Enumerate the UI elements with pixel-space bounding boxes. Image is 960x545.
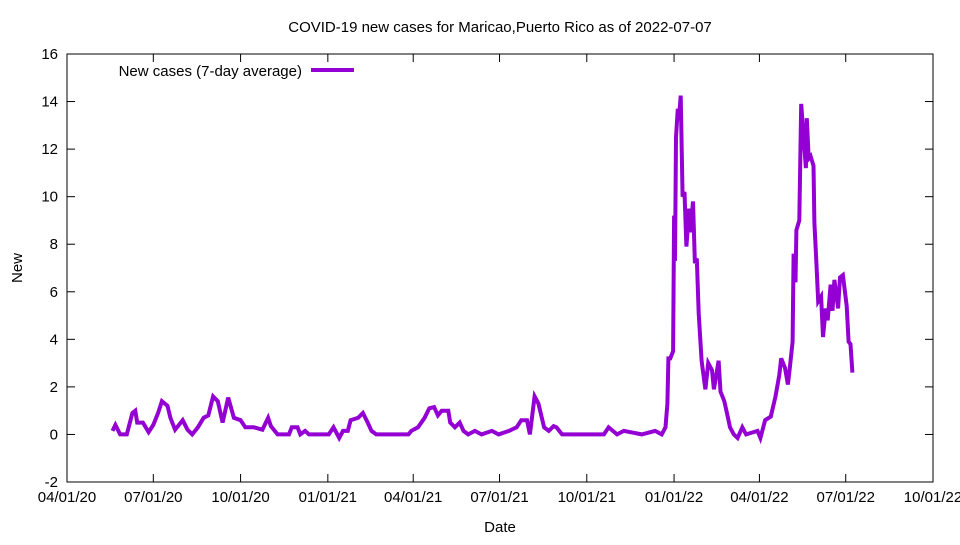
- y-tick-label: 0: [50, 426, 58, 443]
- y-ticks: -2 0 2 4 6 8 10 12 14 16: [41, 46, 933, 491]
- y-tick-label: 8: [50, 236, 58, 253]
- x-tick-label: 10/01/20: [211, 489, 269, 506]
- series-line-new-cases: [110, 95, 855, 445]
- y-tick-label: 16: [41, 46, 58, 63]
- x-tick-label: 10/01/21: [558, 489, 616, 506]
- x-axis-label: Date: [484, 519, 516, 536]
- chart-title: COVID-19 new cases for Maricao,Puerto Ri…: [288, 19, 712, 36]
- x-tick-label: 04/01/21: [384, 489, 442, 506]
- x-tick-label: 10/01/22: [904, 489, 960, 506]
- legend-label: New cases (7-day average): [119, 63, 302, 80]
- y-tick-label: 4: [50, 331, 58, 348]
- y-axis-label: New: [9, 253, 26, 283]
- legend: New cases (7-day average): [119, 63, 354, 80]
- y-tick-label: 6: [50, 284, 58, 301]
- x-tick-label: 01/01/21: [299, 489, 357, 506]
- y-tick-label: 2: [50, 379, 58, 396]
- plot-frame: [66, 53, 934, 483]
- x-tick-label: 01/01/22: [645, 489, 703, 506]
- x-tick-label: 04/01/22: [730, 489, 788, 506]
- x-tick-label: 04/01/20: [38, 489, 96, 506]
- y-tick-label: -2: [45, 474, 58, 491]
- y-tick-label: 10: [41, 189, 58, 206]
- x-tick-label: 07/01/21: [470, 489, 528, 506]
- x-tick-label: 07/01/20: [124, 489, 182, 506]
- y-tick-label: 14: [41, 94, 58, 111]
- y-tick-label: 12: [41, 141, 58, 158]
- x-tick-label: 07/01/22: [817, 489, 875, 506]
- x-ticks: 04/01/20 07/01/20 10/01/20 01/01/21 04/01/21…: [38, 54, 960, 506]
